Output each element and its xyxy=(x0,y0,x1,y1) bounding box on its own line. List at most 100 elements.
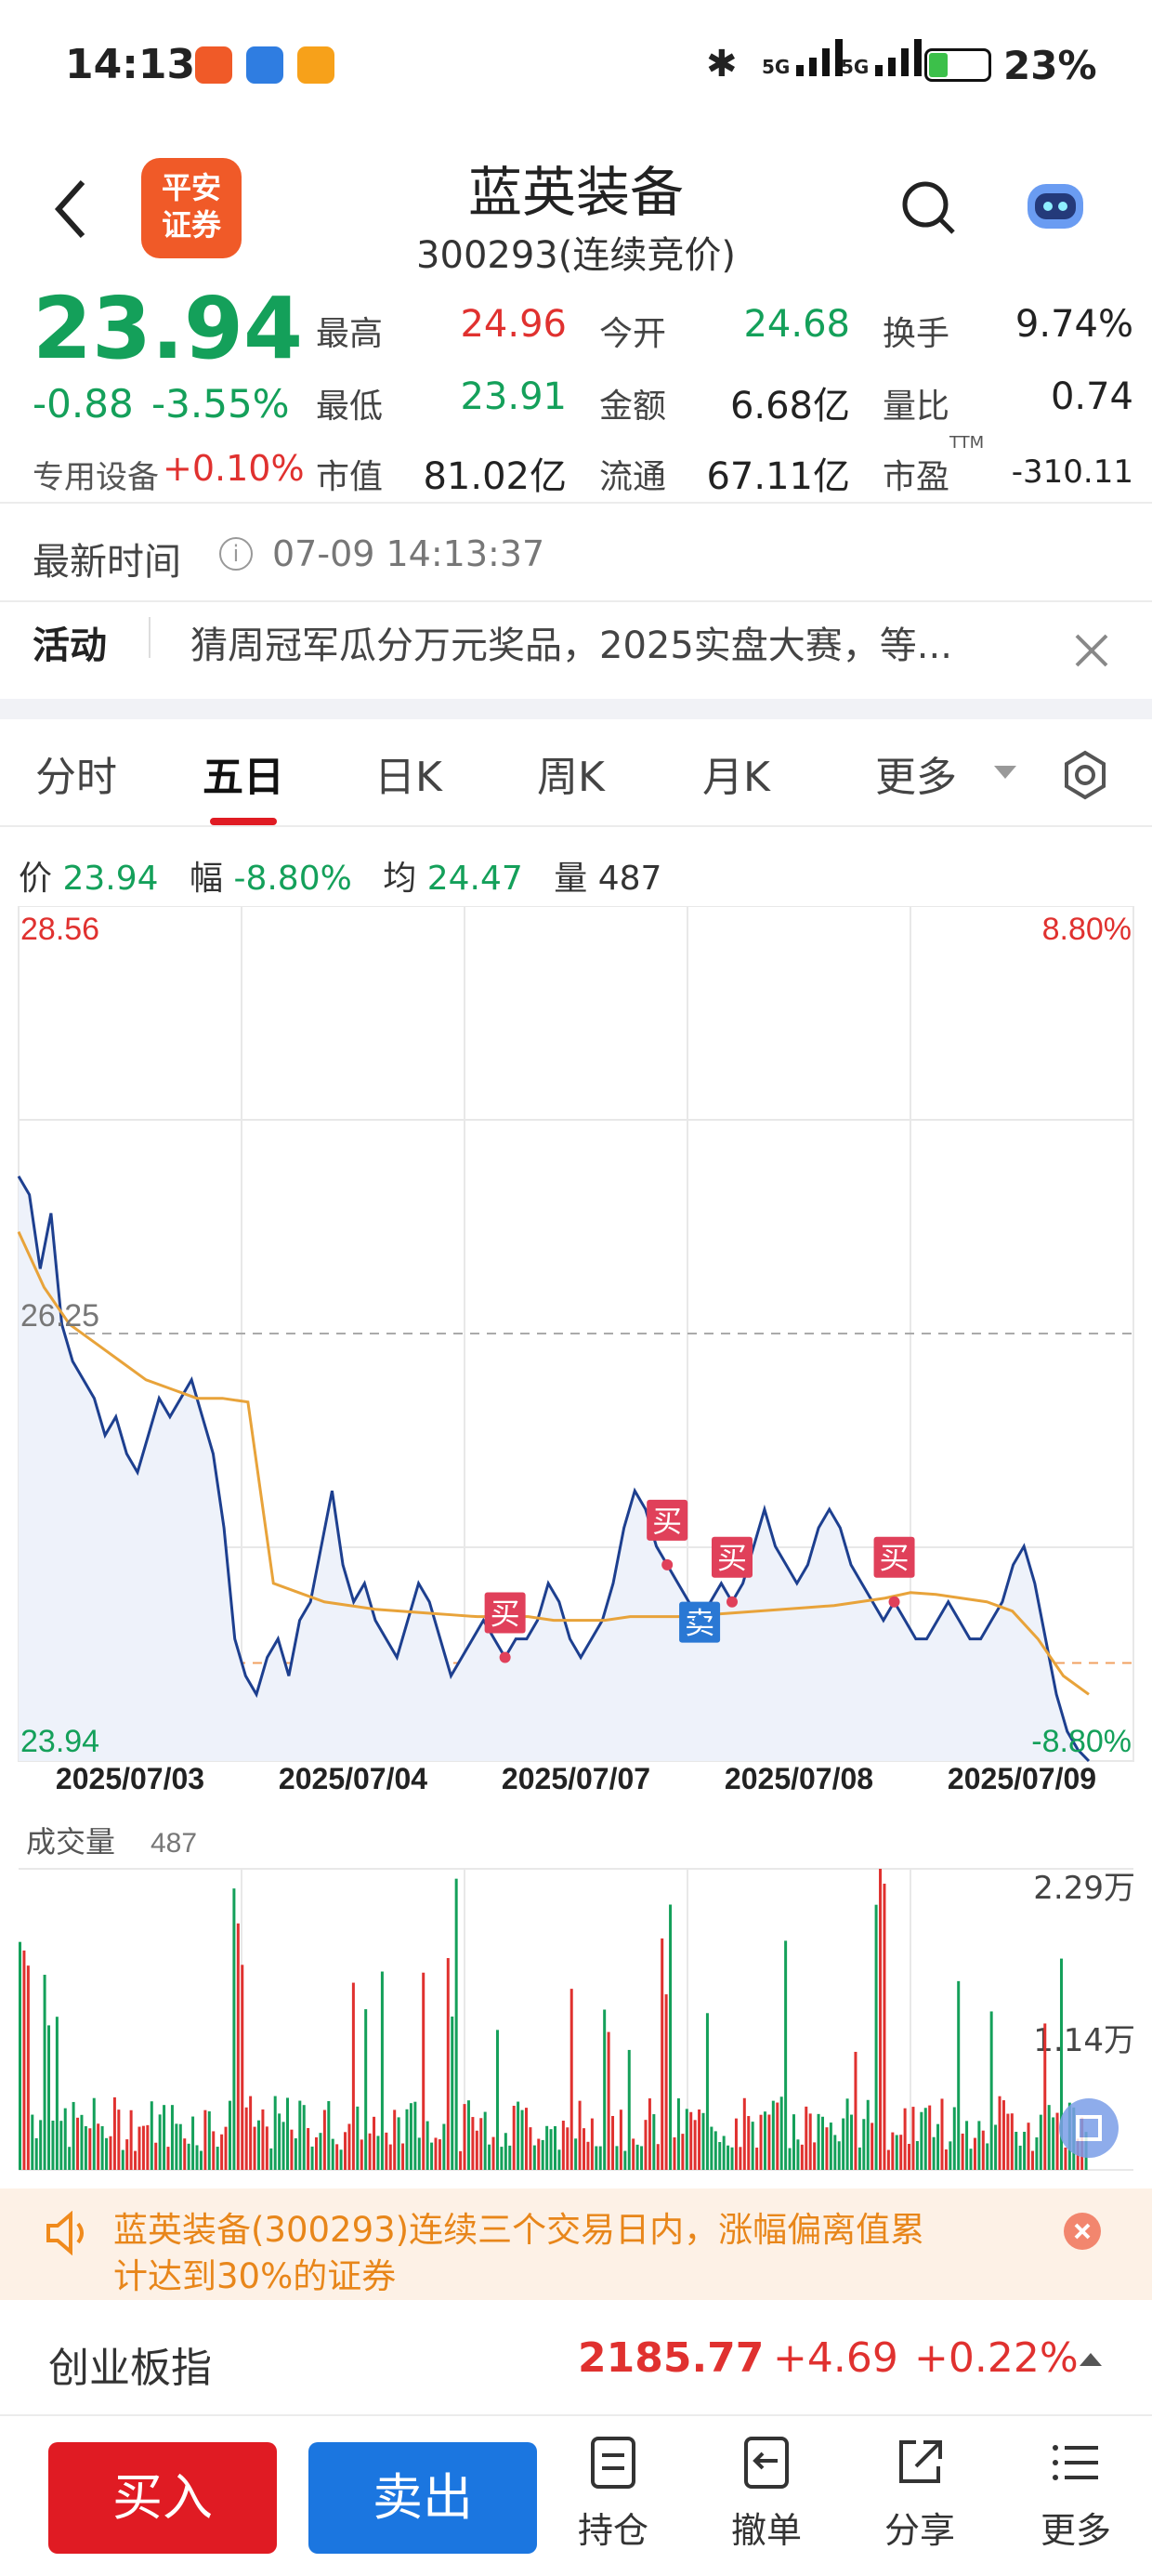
tab-daily-k[interactable]: 日K xyxy=(374,754,442,801)
vol-value: 487 xyxy=(597,860,662,898)
volume-bar xyxy=(842,2118,845,2170)
volume-bar xyxy=(278,2113,281,2170)
volume-bar xyxy=(676,2098,680,2170)
alert-close-icon[interactable] xyxy=(1064,2213,1101,2250)
volume-bar xyxy=(619,2109,622,2170)
five-day-price-chart[interactable]: 28.56 8.80% 26.25 23.94 -8.80% 2025/07/03 2025… xyxy=(0,906,1152,1798)
volume-bar xyxy=(34,2137,38,2170)
positions-button[interactable]: 持仓 xyxy=(557,2435,669,2553)
tab-weekly-k[interactable]: 周K xyxy=(537,754,605,801)
index-name: 创业板指 xyxy=(48,2345,212,2392)
vol-label: 量 xyxy=(554,860,588,898)
tab-monthly-k[interactable]: 月K xyxy=(702,754,770,801)
volume-bar xyxy=(899,2135,903,2170)
volume-bar xyxy=(545,2125,549,2170)
chevron-up-icon[interactable] xyxy=(1078,2351,1104,2372)
volume-bar xyxy=(845,2098,849,2170)
volume-bar xyxy=(286,2097,289,2170)
battery-icon xyxy=(924,48,991,82)
volume-bar xyxy=(854,2051,857,2170)
volume-bar xyxy=(253,2126,256,2170)
index-change-pct: +0.22% xyxy=(914,2334,1079,2382)
volume-bar xyxy=(895,2135,898,2170)
share-button[interactable]: 分享 xyxy=(864,2435,975,2553)
volume-bar xyxy=(615,2146,619,2170)
volume-chart[interactable]: 成交量 487 2.29万 1.14万 xyxy=(0,1817,1152,2179)
volume-bar xyxy=(438,2139,441,2170)
range-label: 幅 xyxy=(189,860,223,898)
volume-bar xyxy=(549,2129,553,2170)
chevron-down-icon[interactable] xyxy=(992,764,1018,784)
alert-text-line2: 计达到30%的证券 xyxy=(113,2256,397,2296)
price-change-pct: -3.55% xyxy=(151,381,290,427)
volume-bar xyxy=(776,2102,779,2170)
volume-bar xyxy=(220,2134,224,2170)
robot-assistant-icon[interactable] xyxy=(1022,177,1089,240)
volume-bar xyxy=(727,2145,730,2170)
volume-bar xyxy=(821,2116,824,2170)
volume-bar xyxy=(989,2011,993,2170)
volume-bar xyxy=(977,2121,981,2170)
volume-bar xyxy=(310,2146,314,2170)
volume-bar xyxy=(434,2137,438,2170)
activity-banner-text[interactable]: 猜周冠军瓜分万元奖品，2025实盘大赛，等... xyxy=(190,624,952,667)
volume-bar xyxy=(1018,2145,1022,2170)
cancel-order-button[interactable]: 撤单 xyxy=(711,2435,822,2553)
buy-marker-dot xyxy=(661,1558,674,1571)
info-icon[interactable]: i xyxy=(219,537,253,571)
settings-gear-icon[interactable] xyxy=(1059,749,1111,805)
y-max-label: 28.56 xyxy=(20,912,99,947)
volume-bar xyxy=(1001,2100,1005,2170)
volume-bar xyxy=(1064,2147,1067,2170)
close-icon[interactable] xyxy=(1073,632,1110,673)
back-icon[interactable] xyxy=(51,177,88,242)
activity-separator xyxy=(149,617,151,658)
buy-marker-dot xyxy=(727,1596,738,1608)
volume-bar xyxy=(134,2150,137,2170)
more-button[interactable]: 更多 xyxy=(1020,2435,1132,2553)
index-bar[interactable]: 创业板指 2185.77 +4.69 +0.22% xyxy=(0,2305,1152,2416)
volume-bar xyxy=(307,2127,310,2170)
volume-bar xyxy=(294,2138,297,2170)
volume-bar xyxy=(413,2101,417,2170)
float-cap-value: 67.11亿 xyxy=(706,455,850,498)
volume-bar xyxy=(796,2139,800,2170)
volume-bar xyxy=(857,2147,861,2170)
volume-bar xyxy=(561,2121,565,2170)
divider xyxy=(0,600,1152,602)
volume-bar xyxy=(479,2118,483,2170)
share-icon xyxy=(899,2440,942,2483)
buy-marker-dot xyxy=(888,1596,900,1608)
tab-intraday[interactable]: 分时 xyxy=(35,754,117,801)
search-icon[interactable] xyxy=(899,178,959,242)
buy-marker-label: 买 xyxy=(652,1504,682,1539)
volume-bar xyxy=(718,2142,722,2170)
buy-marker xyxy=(873,1536,915,1578)
volume-bar xyxy=(664,1994,668,2170)
volume-bar xyxy=(249,2096,253,2170)
volume-mid-label: 1.14万 xyxy=(1033,2022,1135,2059)
volume-bar xyxy=(949,2141,952,2170)
open-value: 24.68 xyxy=(743,303,850,346)
date-label: 2025/07/03 xyxy=(56,1762,204,1795)
volume-bar xyxy=(862,2119,866,2170)
volume-bar xyxy=(524,2108,528,2170)
date-label: 2025/07/09 xyxy=(948,1762,1096,1795)
price-value: 23.94 xyxy=(62,860,159,898)
buy-button[interactable]: 买入 xyxy=(48,2442,277,2554)
tab-more[interactable]: 更多 xyxy=(875,754,957,801)
status-bar: 14:13 ✱ 5G 5G 23% xyxy=(0,0,1152,139)
pe-label: 市盈 xyxy=(883,458,950,496)
volume-bar xyxy=(532,2145,536,2170)
volume-bar xyxy=(874,1904,878,2170)
volume-bar xyxy=(459,2150,463,2170)
volume-bar xyxy=(19,1941,21,2170)
tab-five-day[interactable]: 五日 xyxy=(203,754,284,801)
volume-bar xyxy=(936,2123,940,2170)
sector-name[interactable]: 专用设备 xyxy=(33,459,159,496)
sell-button[interactable]: 卖出 xyxy=(308,2442,537,2554)
active-tab-indicator xyxy=(210,818,277,825)
fullscreen-icon[interactable] xyxy=(1059,2098,1119,2158)
volume-bar xyxy=(261,2109,265,2170)
index-value: 2185.77 xyxy=(578,2334,765,2382)
